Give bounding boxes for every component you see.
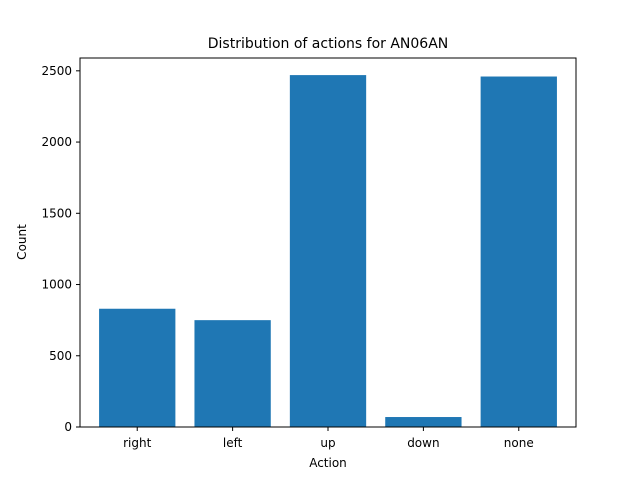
x-tick-label: up (320, 436, 335, 450)
bar-down (385, 417, 462, 427)
bar-left (194, 320, 271, 427)
x-axis-label: Action (309, 456, 347, 470)
y-tick-label: 500 (49, 349, 72, 363)
y-axis-ticks: 0 500 1000 1500 2000 2500 (41, 64, 80, 434)
y-tick-label: 1500 (41, 206, 72, 220)
bar-none (480, 76, 557, 428)
bar-up (289, 75, 367, 427)
y-tick-label: 2000 (41, 135, 72, 149)
x-axis-ticks: right left up down none (123, 427, 534, 450)
x-tick-label: right (123, 436, 151, 450)
bar-right (99, 308, 176, 427)
x-tick-label: none (504, 436, 534, 450)
x-tick-label: down (407, 436, 439, 450)
y-tick-label: 0 (64, 420, 72, 434)
y-axis-label: Count (15, 224, 29, 260)
y-tick-label: 2500 (41, 64, 72, 78)
chart-title: Distribution of actions for AN06AN (208, 36, 449, 52)
y-tick-label: 1000 (41, 278, 72, 292)
bars-group (99, 75, 557, 428)
x-tick-label: left (223, 436, 243, 450)
